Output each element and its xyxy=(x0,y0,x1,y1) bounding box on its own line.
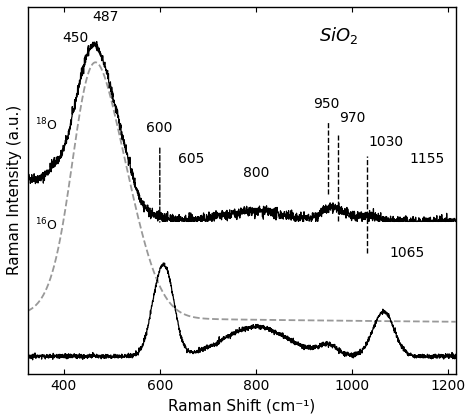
Text: 950: 950 xyxy=(314,97,340,111)
X-axis label: Raman Shift (cm⁻¹): Raman Shift (cm⁻¹) xyxy=(168,398,315,413)
Y-axis label: Raman Intensity (a.u.): Raman Intensity (a.u.) xyxy=(7,105,22,276)
Text: 970: 970 xyxy=(339,110,365,125)
Text: 800: 800 xyxy=(243,166,269,180)
Text: 605: 605 xyxy=(178,152,204,166)
Text: 600: 600 xyxy=(146,121,172,135)
Text: 1030: 1030 xyxy=(369,135,404,149)
Text: 1155: 1155 xyxy=(409,152,445,166)
Text: SiO$_2$: SiO$_2$ xyxy=(319,25,358,46)
Text: 450: 450 xyxy=(63,31,89,45)
Text: 487: 487 xyxy=(92,10,118,24)
Text: 1065: 1065 xyxy=(390,246,425,260)
Text: $^{18}$O: $^{18}$O xyxy=(35,116,57,133)
Text: $^{16}$O: $^{16}$O xyxy=(35,217,57,233)
